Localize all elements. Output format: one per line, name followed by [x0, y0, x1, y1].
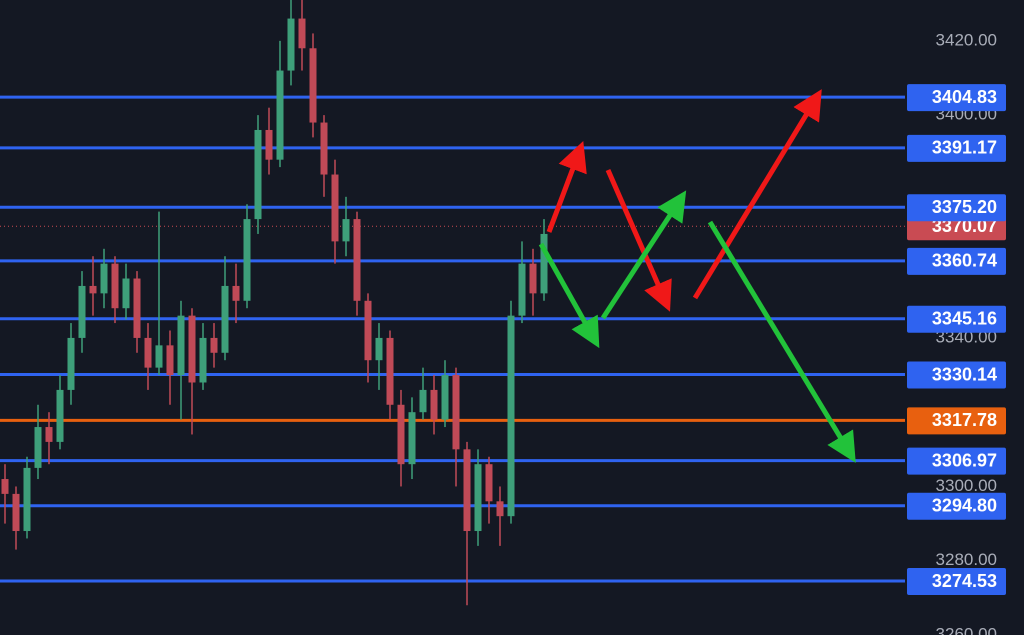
- candle-body: [474, 464, 482, 532]
- y-tick-label: 3280.00: [936, 550, 997, 569]
- candle-body: [342, 219, 350, 242]
- candle-body: [331, 174, 339, 242]
- level-label: 3360.74: [932, 251, 997, 271]
- arrow-up: [546, 140, 587, 233]
- candle-body: [34, 427, 42, 468]
- candle-body: [375, 337, 383, 361]
- candle-body: [298, 18, 306, 49]
- candle-body: [386, 337, 394, 405]
- level-box: [907, 305, 1006, 333]
- candle-body: [529, 263, 537, 294]
- level-label: 3375.20: [932, 197, 997, 217]
- candle-body: [441, 375, 449, 420]
- candle-body: [122, 278, 130, 309]
- candle-body: [496, 501, 504, 517]
- candle-body: [265, 129, 273, 160]
- candle-body: [67, 337, 75, 390]
- y-tick-label: 3420.00: [936, 30, 997, 49]
- candle-body: [364, 300, 372, 361]
- level-label: 3391.17: [932, 138, 997, 158]
- level-label: 3317.78: [932, 410, 997, 430]
- levels-layer: [0, 95, 905, 583]
- candle-body: [232, 285, 240, 301]
- candle-body: [133, 278, 141, 338]
- arrow-down: [538, 242, 600, 349]
- candles-layer: [1, 0, 548, 606]
- level-box: [907, 492, 1006, 520]
- candle-body: [507, 315, 515, 517]
- candle-body: [518, 263, 526, 316]
- level-box: [907, 447, 1006, 475]
- candle-body: [78, 285, 86, 338]
- level-box: [907, 568, 1006, 596]
- candle-body: [430, 389, 438, 420]
- arrow-up: [600, 190, 687, 320]
- candle-body: [1, 479, 9, 494]
- arrow-down: [605, 168, 672, 312]
- level-label: 3294.80: [932, 496, 997, 516]
- level-box: [907, 361, 1006, 389]
- candle-body: [210, 337, 218, 353]
- candle-body: [243, 219, 251, 301]
- level-box: [907, 407, 1006, 435]
- candle-body: [56, 389, 64, 442]
- candle-body: [485, 464, 493, 502]
- level-box: [907, 247, 1006, 275]
- level-label: 3404.83: [932, 87, 997, 107]
- level-label: 3345.16: [932, 309, 997, 329]
- candle-body: [166, 345, 174, 376]
- candle-body: [309, 48, 317, 123]
- arrow-up: [692, 89, 822, 300]
- candle-body: [397, 404, 405, 465]
- candle-body: [144, 337, 152, 368]
- candle-body: [408, 412, 416, 465]
- candle-body: [23, 467, 31, 532]
- level-label: 3274.53: [932, 571, 997, 591]
- level-box: [907, 194, 1006, 222]
- candle-body: [177, 315, 185, 376]
- candle-body: [287, 18, 295, 71]
- candle-body: [45, 427, 53, 442]
- arrows: [538, 89, 856, 463]
- level-box: [907, 84, 1006, 112]
- level-box: [907, 134, 1006, 162]
- candle-body: [155, 345, 163, 368]
- candle-body: [199, 337, 207, 383]
- candle-body: [221, 285, 229, 353]
- candle-body: [320, 122, 328, 175]
- candle-body: [89, 285, 97, 294]
- y-tick-label: 3260.00: [936, 624, 997, 635]
- y-tick-label: 3300.00: [936, 476, 997, 495]
- candle-body: [353, 219, 361, 301]
- candle-body: [100, 263, 108, 294]
- candle-body: [276, 70, 284, 160]
- candle-body: [111, 263, 119, 309]
- arrow-down: [707, 220, 856, 463]
- candle-body: [188, 315, 196, 383]
- level-label: 3306.97: [932, 450, 997, 470]
- level-label: 3330.14: [932, 364, 997, 384]
- candle-body: [463, 449, 471, 532]
- candle-body: [12, 493, 20, 532]
- candle-body: [254, 129, 262, 220]
- candle-body: [452, 375, 460, 450]
- price-axis: 3420.003400.003340.003300.003280.003260.…: [907, 30, 1006, 635]
- candle-body: [419, 389, 427, 413]
- candle-body: [540, 233, 548, 294]
